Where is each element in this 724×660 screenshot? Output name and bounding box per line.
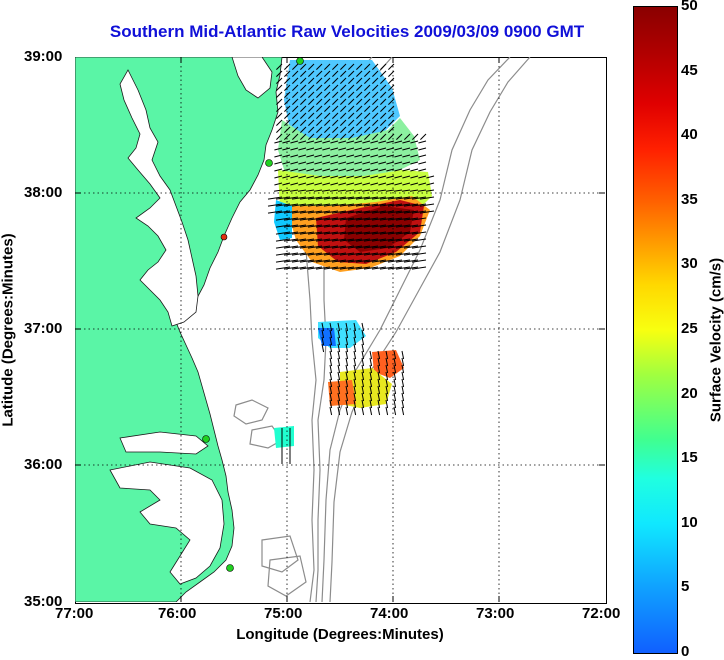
- velocity-arrow: [420, 134, 426, 140]
- y-tick-label: 39:00: [24, 48, 62, 65]
- colorbar-tick-label: 40: [681, 126, 698, 143]
- velocity-arrow: [362, 344, 364, 352]
- station-marker: [297, 58, 304, 65]
- colorbar-tick-label: 15: [681, 449, 698, 466]
- velocity-arrow: [338, 372, 340, 380]
- velocity-arrow: [354, 407, 356, 415]
- station-marker: [227, 565, 234, 572]
- velocity-arrow: [418, 155, 426, 157]
- velocity-arrow: [346, 358, 348, 366]
- velocity-arrow: [410, 169, 418, 171]
- velocity-arrow: [338, 358, 340, 366]
- velocity-arrow: [402, 372, 404, 380]
- colorbar-tick-label: 10: [681, 514, 698, 531]
- velocity-arrow: [370, 351, 372, 359]
- velocity-arrow: [362, 407, 364, 415]
- x-axis-label: Longitude (Degrees:Minutes): [75, 626, 605, 643]
- velocity-arrow: [338, 351, 340, 359]
- velocity-arrow: [402, 379, 404, 387]
- colorbar-tick-label: 30: [681, 255, 698, 272]
- velocity-arrow: [402, 351, 404, 359]
- station-marker: [203, 436, 210, 443]
- velocity-arrow: [394, 386, 396, 394]
- velocity-arrow: [274, 162, 282, 164]
- velocity-arrow: [370, 358, 372, 366]
- velocity-arrow: [330, 351, 332, 359]
- velocity-arrow: [276, 120, 282, 126]
- velocity-arrow: [378, 407, 380, 415]
- velocity-arrow: [354, 351, 356, 359]
- velocity-arrow: [386, 407, 388, 415]
- velocity-arrow: [338, 365, 340, 373]
- velocity-arrow: [418, 169, 426, 171]
- velocity-arrow: [330, 372, 332, 380]
- x-tick-label: 74:00: [370, 605, 408, 622]
- velocity-arrow: [394, 379, 396, 387]
- y-axis-label: Latitude (Degrees:Minutes): [0, 233, 17, 426]
- colorbar-tick-label: 35: [681, 191, 698, 208]
- velocity-arrow: [380, 64, 386, 70]
- y-tick-label: 36:00: [24, 456, 62, 473]
- velocity-arrow: [354, 344, 356, 352]
- y-tick-label: 38:00: [24, 184, 62, 201]
- colorbar-tick-label: 5: [681, 578, 689, 595]
- velocity-arrow: [394, 400, 396, 408]
- x-tick-label: 77:00: [55, 605, 93, 622]
- velocity-arrow: [354, 358, 356, 366]
- velocity-arrow: [394, 407, 396, 415]
- velocity-arrow: [330, 358, 332, 366]
- x-tick-label: 72:00: [582, 605, 620, 622]
- colorbar-tick-label: 0: [681, 643, 689, 660]
- velocity-arrow: [330, 407, 332, 415]
- velocity-arrow: [418, 162, 426, 164]
- velocity-arrow: [276, 92, 282, 98]
- velocity-arrow: [402, 393, 404, 401]
- velocity-arrow: [402, 400, 404, 408]
- velocity-arrow: [402, 407, 404, 415]
- velocity-arrow: [346, 351, 348, 359]
- velocity-arrow: [370, 407, 372, 415]
- x-tick-label: 75:00: [264, 605, 302, 622]
- x-tick-label: 76:00: [158, 605, 196, 622]
- velocity-arrow: [346, 407, 348, 415]
- velocity-arrow: [362, 323, 364, 331]
- velocity-arrow: [418, 148, 426, 150]
- velocity-arrow: [418, 141, 426, 143]
- x-tick-label: 73:00: [476, 605, 514, 622]
- velocity-arrow: [402, 386, 404, 394]
- colorbar-tick-label: 50: [681, 0, 698, 14]
- colorbar-tick-label: 20: [681, 385, 698, 402]
- y-tick-label: 37:00: [24, 320, 62, 337]
- colorbar-label: Surface Velocity (cm/s): [708, 258, 724, 422]
- station-marker: [221, 234, 227, 240]
- velocity-arrow: [330, 365, 332, 373]
- colorbar: [633, 6, 678, 654]
- velocity-arrow: [394, 393, 396, 401]
- station-marker: [266, 160, 273, 167]
- colorbar-tick-label: 45: [681, 62, 698, 79]
- colorbar-tick-label: 25: [681, 320, 698, 337]
